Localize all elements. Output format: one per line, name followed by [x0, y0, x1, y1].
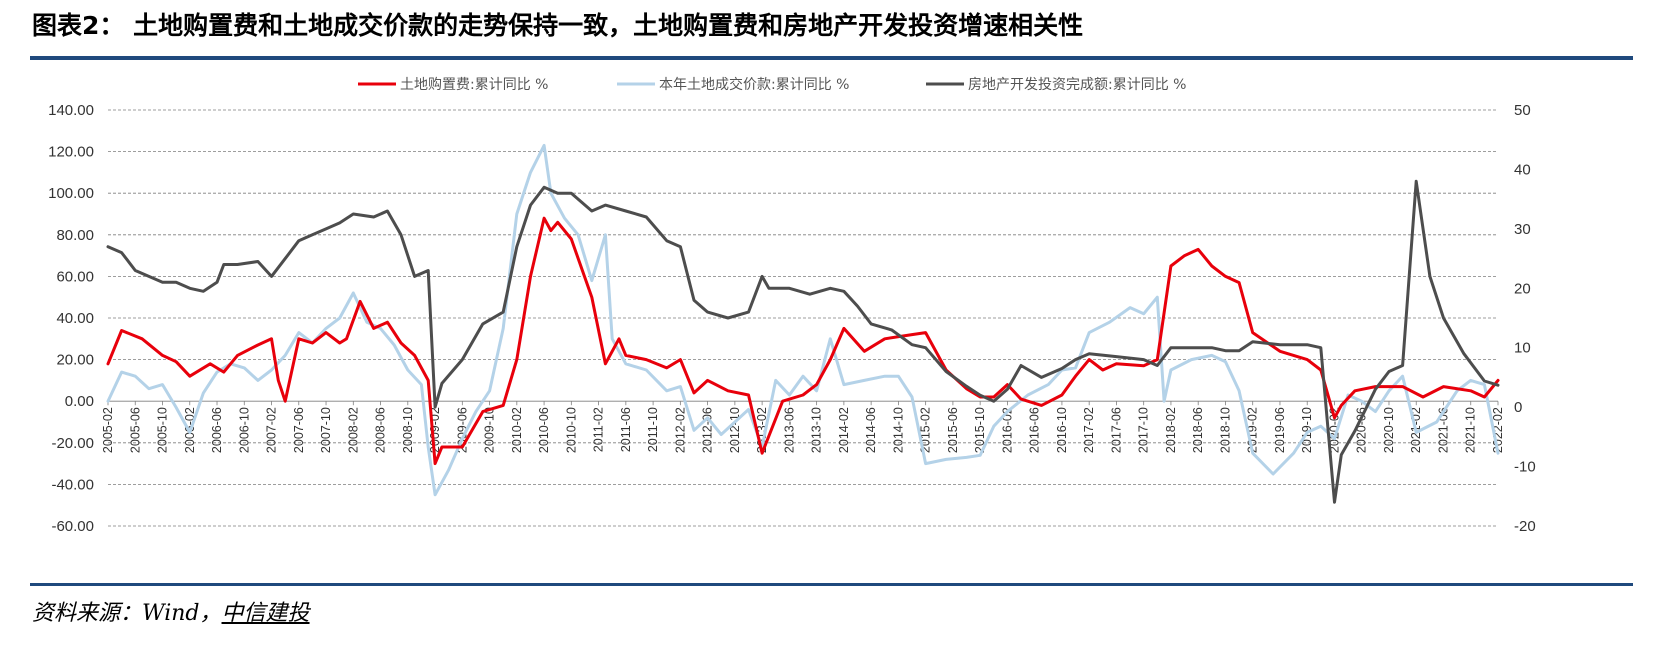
- legend-label: 土地购置费:累计同比 %: [400, 77, 548, 93]
- bottom-rule: [30, 583, 1633, 586]
- y-right-tick-label: 50: [1514, 102, 1531, 119]
- y-left-tick-label: 140.00: [48, 102, 94, 119]
- y-left-tick-label: 40.00: [56, 310, 94, 327]
- x-tick-label: 2019-06: [1273, 407, 1287, 453]
- x-tick-label: 2018-06: [1191, 407, 1205, 453]
- y-left-tick-label: 20.00: [56, 352, 94, 369]
- y-left-tick-label: 120.00: [48, 144, 94, 161]
- y-left-tick-label: -40.00: [51, 476, 94, 493]
- x-tick-label: 2005-02: [101, 407, 115, 453]
- y-left-tick-label: -60.00: [51, 518, 94, 535]
- x-tick-label: 2017-10: [1137, 407, 1151, 453]
- x-tick-label: 2005-10: [156, 407, 170, 453]
- x-tick-label: 2010-02: [510, 407, 524, 453]
- y-left-tick-label: 60.00: [56, 268, 94, 285]
- x-tick-label: 2007-02: [265, 407, 279, 453]
- y-right-tick-label: 10: [1514, 340, 1531, 357]
- x-tick-label: 2011-02: [592, 407, 606, 452]
- y-right-tick-label: -10: [1514, 459, 1536, 476]
- x-tick-label: 2012-10: [728, 407, 742, 453]
- x-tick-label: 2016-02: [1000, 407, 1014, 453]
- x-tick-label: 2017-02: [1082, 407, 1096, 453]
- source-note: 资料来源：Wind，中信建投: [32, 595, 310, 627]
- x-tick-label: 2018-02: [1164, 407, 1178, 453]
- chart-title: 图表2： 土地购置费和土地成交价款的走势保持一致，土地购置费和房地产开发投资增速…: [32, 11, 1084, 40]
- x-tick-label: 2016-06: [1028, 407, 1042, 453]
- x-tick-label: 2013-06: [782, 407, 796, 453]
- y-right-tick-label: 30: [1514, 221, 1531, 238]
- line-chart: 140.00 120.00 100.00 80.00 60.00 40.00 20.00 0.…: [48, 76, 1536, 535]
- x-tick-label: 2019-10: [1300, 407, 1314, 453]
- source-org: 中信建投: [221, 601, 310, 626]
- x-tick-label: 2009-10: [483, 407, 497, 453]
- x-tick-label: 2011-10: [646, 407, 660, 452]
- x-tick-label: 2015-06: [946, 407, 960, 453]
- x-tick-label: 2008-10: [401, 407, 415, 453]
- x-tick-label: 2014-10: [891, 407, 905, 453]
- y-right-tick-label: -20: [1514, 518, 1536, 535]
- x-tick-label: 2008-02: [346, 407, 360, 453]
- y-right-tick-label: 40: [1514, 161, 1531, 178]
- x-tick-label: 2011-06: [619, 407, 633, 452]
- x-tick-label: 2014-02: [837, 407, 851, 453]
- x-tick-label: 2014-06: [864, 407, 878, 453]
- x-tick-label: 2020-10: [1382, 407, 1396, 453]
- legend-label: 房地产开发投资完成额:累计同比 %: [968, 77, 1186, 93]
- x-tick-label: 2017-06: [1109, 407, 1123, 453]
- source-prefix: 资料来源：Wind，: [32, 601, 222, 626]
- x-tick-label: 2012-06: [701, 407, 715, 453]
- y-left-tick-label: 0.00: [65, 393, 94, 410]
- series-line: [106, 143, 1500, 497]
- x-tick-label: 2006-10: [237, 407, 251, 453]
- x-tick-label: 2021-10: [1464, 407, 1478, 453]
- y-right-tick-label: 20: [1514, 280, 1531, 297]
- x-tick-label: 2012-02: [673, 407, 687, 453]
- x-tick-label: 2008-06: [374, 407, 388, 453]
- x-tick-label: 2018-10: [1218, 407, 1232, 453]
- x-tick-label: 2010-06: [537, 407, 551, 453]
- x-tick-label: 2013-10: [810, 407, 824, 453]
- y-left-tick-label: -20.00: [51, 435, 94, 452]
- x-tick-label: 2007-06: [292, 407, 306, 453]
- x-tick-label: 2020-02: [1327, 407, 1341, 453]
- series-line: [106, 216, 1500, 466]
- x-tick-label: 2006-06: [210, 407, 224, 453]
- x-tick-label: 2010-10: [564, 407, 578, 453]
- x-tick-label: 2007-10: [319, 407, 333, 453]
- x-tick-label: 2015-10: [973, 407, 987, 453]
- series-line: [106, 179, 1500, 504]
- x-tick-label: 2020-06: [1355, 407, 1369, 453]
- title-rule: [30, 56, 1633, 60]
- x-tick-label: 2005-06: [128, 407, 142, 453]
- legend-label: 本年土地成交价款:累计同比 %: [659, 76, 849, 93]
- y-left-tick-label: 80.00: [56, 227, 94, 244]
- y-left-tick-label: 100.00: [48, 185, 94, 202]
- y-right-tick-label: 0: [1514, 399, 1522, 416]
- x-tick-label: 2016-10: [1055, 407, 1069, 453]
